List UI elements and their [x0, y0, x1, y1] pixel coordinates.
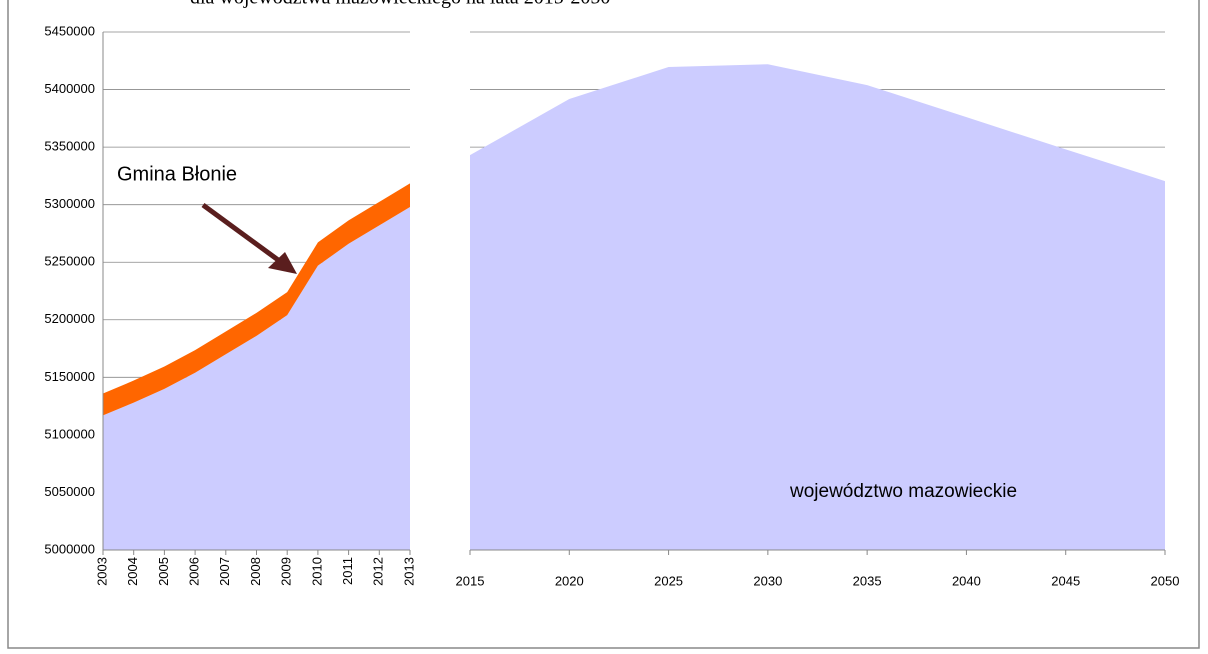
x-tick-label: 2006 — [187, 557, 202, 586]
x-tick-label: 2003 — [94, 557, 109, 586]
x-tick-label: 2005 — [156, 557, 171, 586]
x-tick-label: 2050 — [1151, 573, 1180, 588]
area — [470, 64, 1165, 550]
x-tick-label: 2010 — [309, 557, 324, 586]
area — [103, 183, 410, 416]
x-tick-label: 2012 — [371, 557, 386, 586]
x-tick-label: 2004 — [125, 557, 140, 586]
x-tick-label: 2009 — [279, 557, 294, 586]
y-tick-label: 5400000 — [44, 81, 95, 96]
area — [103, 206, 410, 551]
annotation: Gmina Błonie — [117, 163, 237, 185]
x-tick-label: 2025 — [654, 573, 683, 588]
y-tick-label: 5200000 — [44, 311, 95, 326]
frame — [7, 0, 1200, 649]
arrow-head — [268, 252, 297, 274]
y-tick-label: 5000000 — [44, 541, 95, 556]
x-tick-label: 2013 — [401, 557, 416, 586]
x-tick-label: 2035 — [853, 573, 882, 588]
x-tick-label: 2015 — [456, 573, 485, 588]
y-tick-label: 5300000 — [44, 196, 95, 211]
x-tick-label: 2011 — [340, 557, 355, 585]
y-tick-label: 5150000 — [44, 369, 95, 384]
x-tick-label: 2008 — [248, 557, 263, 586]
y-tick-label: 5450000 — [44, 23, 95, 38]
annotation: województwo mazowieckie — [789, 481, 1017, 502]
x-tick-label: 2045 — [1051, 573, 1080, 588]
chart-title: dla województwa mazowieckiego na lata 20… — [190, 0, 610, 9]
x-tick-label: 2040 — [952, 573, 981, 588]
x-tick-label: 2007 — [217, 557, 232, 586]
y-tick-label: 5050000 — [44, 484, 95, 499]
x-tick-label: 2030 — [753, 573, 782, 588]
y-tick-label: 5250000 — [44, 254, 95, 269]
y-tick-label: 5100000 — [44, 426, 95, 441]
arrow — [201, 202, 287, 268]
x-tick-label: 2020 — [555, 573, 584, 588]
y-tick-label: 5350000 — [44, 139, 95, 154]
